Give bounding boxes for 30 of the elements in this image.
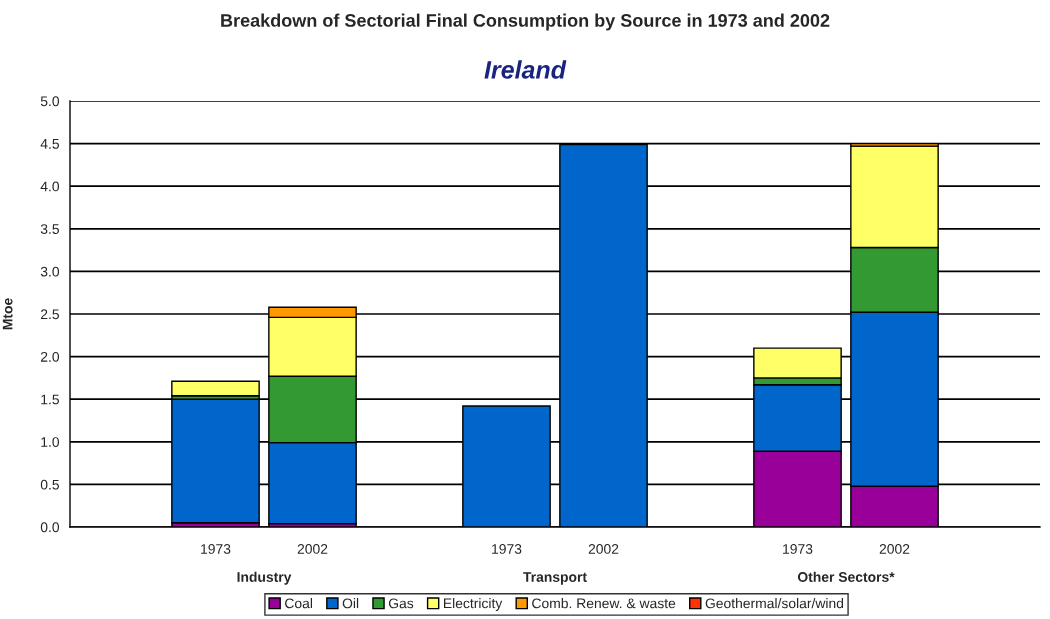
y-tick-label: 4.5 xyxy=(40,139,59,149)
x-tick-label: 1973 xyxy=(783,544,813,554)
legend-label: Oil xyxy=(342,598,359,609)
x-tick-label: 2002 xyxy=(588,544,619,554)
legend-label: Coal xyxy=(285,598,312,609)
bar xyxy=(171,380,260,397)
x-tick-label: 1973 xyxy=(492,544,522,554)
chart-title: Breakdown of Sectorial Final Consumption by Source in 1973 and 2002 xyxy=(221,13,830,31)
text: Other Sectors* xyxy=(797,571,895,582)
y-tick-label: 0.5 xyxy=(40,479,59,490)
y-tick-label: 2.0 xyxy=(40,351,60,362)
y-tick-label: 0.0 xyxy=(40,522,60,533)
chart-subtitle: Ireland xyxy=(484,60,567,79)
legend-label: Comb. Renew. & waste xyxy=(532,598,676,609)
x-tick-label: 1973 xyxy=(201,544,231,554)
text: Transport xyxy=(523,572,587,585)
y-tick-label: 3.5 xyxy=(40,224,59,234)
text: Industry xyxy=(237,571,292,585)
y-tick-label: 4.0 xyxy=(40,181,60,192)
y-axis-title: Mtoe xyxy=(2,298,13,330)
y-tick-label: 1.5 xyxy=(41,394,59,405)
legend-label: Electricity xyxy=(444,598,503,611)
y-tick-label: 2.5 xyxy=(40,309,59,320)
legend-label: Geothermal/solar/wind xyxy=(705,598,844,609)
x-tick-label: 2002 xyxy=(879,544,910,554)
legend-label: Gas xyxy=(388,598,414,609)
y-tick-label: 3.0 xyxy=(40,266,60,277)
x-tick-label: 2002 xyxy=(297,544,328,554)
y-tick-label: 5.0 xyxy=(40,96,60,107)
y-tick-label: 1.0 xyxy=(41,437,60,447)
